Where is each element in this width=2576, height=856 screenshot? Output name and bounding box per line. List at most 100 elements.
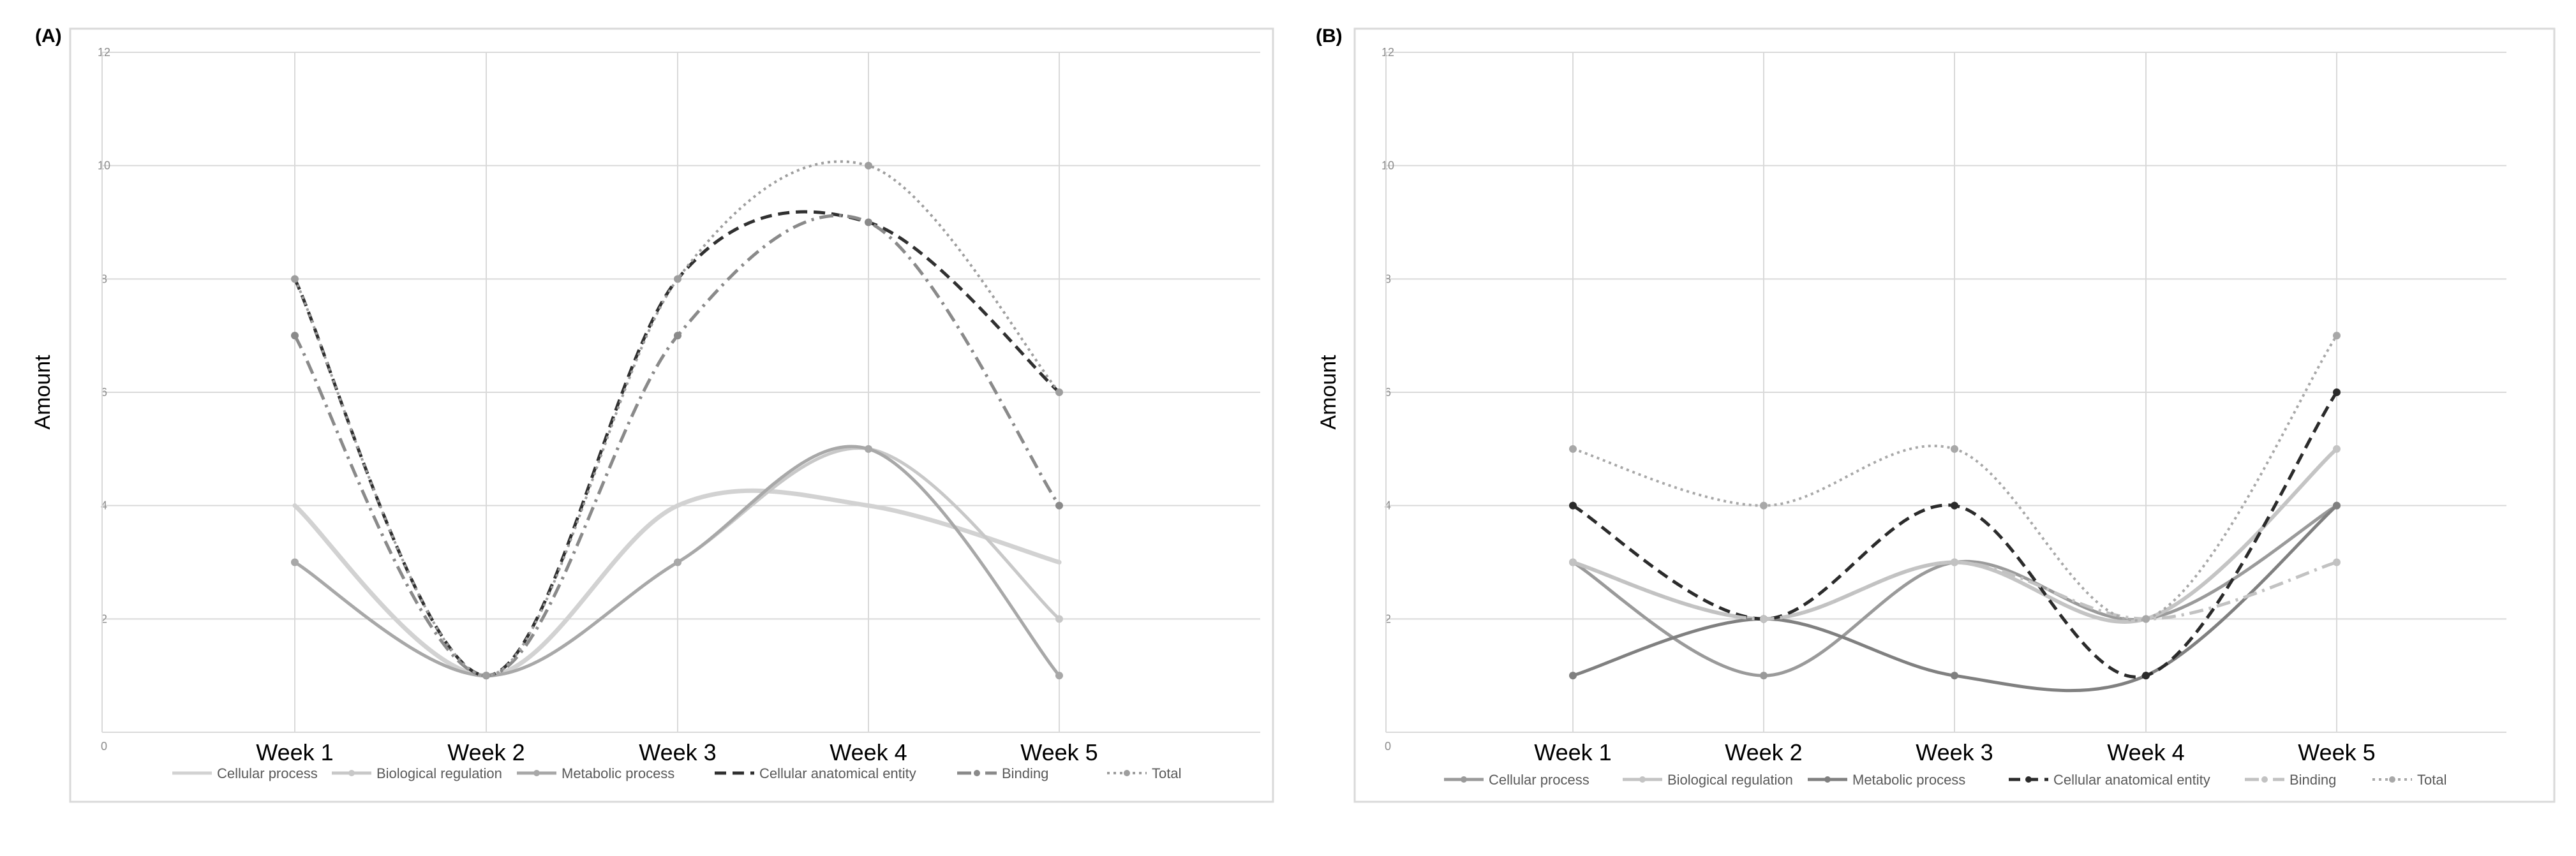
- data-point-total-1: [291, 275, 299, 283]
- y-axis-label: Amount: [31, 355, 55, 430]
- legend-marker-total: [2389, 776, 2395, 783]
- chart-panel-b: (B) 0 2 4 6 8 10 12 Week 1 Week 2 Week 3 Week 4 Week…: [1288, 0, 2576, 856]
- y-tick-label: 2: [1385, 612, 1391, 625]
- data-point-total-1: [1569, 445, 1577, 453]
- data-point-binding-5: [1055, 501, 1063, 510]
- data-point-binding-1: [1569, 558, 1577, 566]
- data-point-cellular-anatomical-entity-3: [1951, 501, 1958, 510]
- panel-label-b: (B): [1316, 26, 1343, 47]
- legend-label-metabolic-process: Metabolic process: [562, 765, 674, 781]
- data-point-biological-regulation-5: [1055, 615, 1063, 623]
- data-point-biological-regulation-5: [2333, 445, 2341, 453]
- series-line-cellular-process: [292, 488, 1062, 678]
- y-tick-label: 8: [101, 272, 107, 285]
- legend-a: Cellular process Biological regulation Met…: [172, 765, 1181, 781]
- panel-label-a: (A): [35, 26, 62, 47]
- data-point-cellular-process-5: [1057, 560, 1062, 565]
- y-tick-label: 10: [98, 159, 110, 172]
- y-tick-label: 4: [1385, 499, 1391, 512]
- data-point-total-5: [1055, 388, 1063, 396]
- data-point-cellular-anatomical-entity-5: [2333, 388, 2341, 396]
- y-tick-label: 6: [101, 386, 107, 399]
- y-tick-label: 8: [1385, 272, 1391, 285]
- data-point-cellular-anatomical-entity-1: [1569, 501, 1577, 510]
- data-point-binding-3: [674, 332, 681, 340]
- line-chart-b: (B) 0 2 4 6 8 10 12 Week 1 Week 2 Week 3 Week 4 Week…: [1316, 26, 2556, 803]
- y-tick-label: 12: [1381, 46, 1394, 59]
- legend-label-binding: Binding: [2289, 772, 2336, 788]
- data-point-metabolic-process-4: [865, 445, 872, 453]
- data-point-cellular-process-2: [1760, 672, 1768, 680]
- data-point-cellular-anatomical-entity-4: [2142, 672, 2150, 680]
- data-point-metabolic-process-5: [2333, 501, 2341, 510]
- data-point-total-5: [2333, 332, 2341, 340]
- x-tick-label: Week 3: [639, 739, 716, 765]
- x-tick-label: Week 2: [1725, 739, 1802, 765]
- x-tick-label: Week 1: [1534, 739, 1611, 765]
- data-point-binding-2: [1760, 615, 1768, 623]
- data-point-binding-3: [1951, 558, 1958, 566]
- legend-b: Cellular process Biological regulation Met…: [1444, 772, 2446, 788]
- legend-label-total: Total: [1152, 765, 1181, 781]
- legend-label-binding: Binding: [1002, 765, 1048, 781]
- legend-label-cellular-anatomical-entity: Cellular anatomical entity: [759, 765, 916, 781]
- y-axis-label: Amount: [1316, 355, 1341, 430]
- legend-label-metabolic-process: Metabolic process: [1852, 772, 1965, 788]
- series-total: [1569, 332, 2341, 623]
- x-tick-label: Week 3: [1916, 739, 1993, 765]
- legend-marker-metabolic-process: [1824, 776, 1831, 783]
- data-point-metabolic-process-5: [1055, 672, 1063, 680]
- y-tick-label: 6: [1385, 386, 1391, 399]
- legend-label-total: Total: [2417, 772, 2446, 788]
- x-tick-label: Week 5: [2298, 739, 2375, 765]
- legend-label-cellular-process: Cellular process: [217, 765, 318, 781]
- y-tick-label: 12: [98, 46, 110, 59]
- y-tick-label: 10: [1381, 159, 1394, 172]
- data-point-metabolic-process-3: [674, 558, 681, 566]
- data-point-total-2: [482, 672, 490, 680]
- data-point-cellular-process-4: [866, 503, 871, 508]
- legend-label-cellular-process: Cellular process: [1489, 772, 1590, 788]
- data-point-total-2: [1760, 501, 1768, 510]
- legend-label-biological-regulation: Biological regulation: [376, 765, 502, 781]
- data-point-total-4: [2142, 615, 2150, 623]
- x-tick-label: Week 4: [2107, 739, 2184, 765]
- series-line-cellular-anatomical-entity: [1572, 391, 2339, 679]
- legend-label-biological-regulation: Biological regulation: [1667, 772, 1793, 788]
- data-point-metabolic-process-3: [1951, 672, 1958, 680]
- y-tick-label: 4: [101, 499, 107, 512]
- data-point-binding-5: [2333, 558, 2341, 566]
- data-point-binding-1: [291, 332, 299, 340]
- data-point-total-3: [1951, 445, 1958, 453]
- series-line-metabolic-process: [293, 445, 1061, 677]
- series-line-total: [1572, 335, 2338, 622]
- x-tick-label: Week 4: [830, 739, 907, 765]
- x-tick-label: Week 5: [1020, 739, 1098, 765]
- series-total: [291, 160, 1063, 680]
- series-binding: [291, 214, 1063, 680]
- data-point-total-3: [674, 275, 681, 283]
- legend-marker-cellular-anatomical-entity: [2025, 776, 2032, 783]
- x-tick-label: Week 2: [447, 739, 525, 765]
- x-tick-label: Week 1: [256, 739, 333, 765]
- data-point-total-4: [865, 161, 872, 170]
- data-point-metabolic-process-1: [1569, 672, 1577, 680]
- series-line-cellular-anatomical-entity: [293, 210, 1061, 677]
- data-point-cellular-process-3: [675, 503, 680, 508]
- legend-marker-binding: [974, 770, 980, 776]
- legend-marker-binding: [2261, 776, 2268, 783]
- series-line-binding: [293, 214, 1061, 677]
- legend-label-cellular-anatomical-entity: Cellular anatomical entity: [2053, 772, 2210, 788]
- y-tick-label: 0: [1385, 740, 1391, 753]
- legend-marker-biological-regulation: [348, 770, 355, 776]
- data-point-binding-4: [865, 218, 872, 226]
- chart-panel-a: (A) 0 2 4 6 8 10 12 Week 1 Week 2 Week 3 Week 4 Week…: [31, 26, 1274, 803]
- y-tick-label: 2: [101, 612, 107, 625]
- chart-frame-a: [69, 27, 1274, 803]
- data-point-metabolic-process-1: [291, 558, 299, 566]
- legend-marker-cellular-process: [1461, 776, 1467, 783]
- y-tick-label: 0: [101, 740, 107, 753]
- legend-marker-biological-regulation: [1639, 776, 1646, 783]
- data-point-cellular-process-1: [292, 503, 297, 508]
- line-chart-a: (A) 0 2 4 6 8 10 12 Week 1 Week 2 Week 3 Week 4 Week…: [31, 26, 1274, 803]
